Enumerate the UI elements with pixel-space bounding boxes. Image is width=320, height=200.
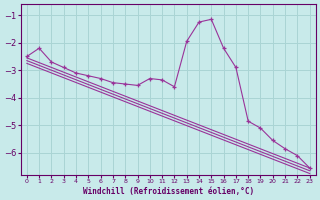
X-axis label: Windchill (Refroidissement éolien,°C): Windchill (Refroidissement éolien,°C) — [83, 187, 254, 196]
